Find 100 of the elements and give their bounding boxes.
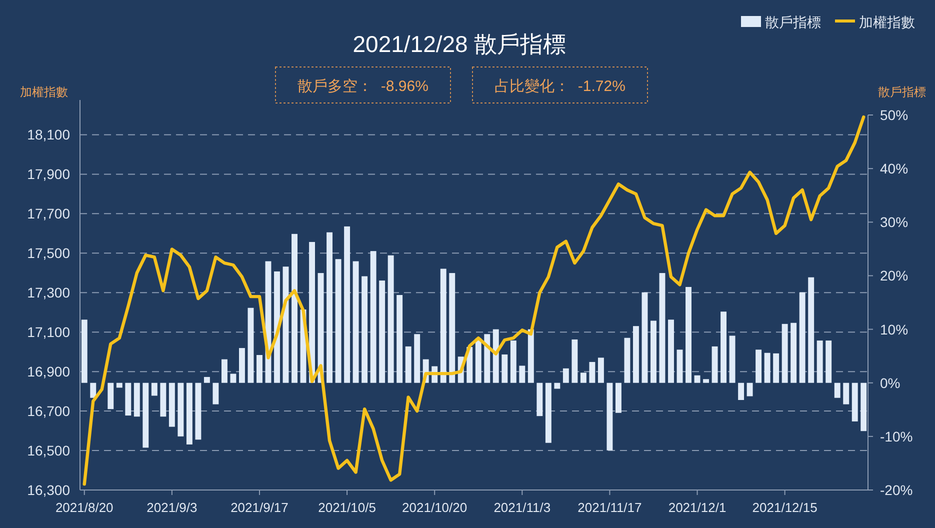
bar bbox=[738, 382, 744, 400]
x-tick-label: 2021/10/5 bbox=[318, 500, 376, 515]
bar bbox=[108, 382, 114, 410]
bar bbox=[668, 320, 674, 383]
bar bbox=[204, 376, 210, 383]
bar bbox=[212, 382, 219, 404]
bar bbox=[606, 382, 613, 450]
bar bbox=[362, 276, 368, 383]
bar bbox=[860, 382, 867, 432]
y2-tick-label: -20% bbox=[880, 482, 913, 498]
bar bbox=[676, 350, 683, 383]
bar bbox=[764, 352, 770, 383]
bar bbox=[756, 350, 762, 383]
legend-label: 散戶指標 bbox=[765, 14, 821, 30]
y-tick-label: 16,300 bbox=[27, 482, 70, 498]
bar bbox=[816, 340, 823, 383]
bar bbox=[186, 382, 192, 444]
bar bbox=[151, 382, 158, 396]
bar bbox=[852, 382, 858, 422]
y-tick-label: 17,700 bbox=[27, 206, 70, 222]
bar bbox=[352, 261, 359, 383]
bar bbox=[195, 382, 202, 440]
bar bbox=[484, 334, 490, 383]
bar bbox=[449, 273, 456, 383]
y2-tick-label: 30% bbox=[880, 214, 908, 230]
bar bbox=[528, 329, 534, 383]
bar bbox=[125, 382, 132, 416]
bar bbox=[572, 339, 578, 383]
y2-tick-label: -10% bbox=[880, 428, 913, 444]
bar bbox=[335, 259, 342, 383]
bar bbox=[650, 320, 656, 383]
y2-tick-label: 0% bbox=[880, 374, 900, 391]
y2-tick-label: 40% bbox=[880, 160, 908, 177]
bar bbox=[790, 322, 797, 383]
bar bbox=[256, 355, 262, 383]
y-tick-label: 17,500 bbox=[27, 245, 70, 262]
legend-label: 加權指數 bbox=[859, 14, 915, 30]
bar bbox=[686, 286, 692, 383]
bar bbox=[615, 382, 622, 413]
x-tick-label: 2021/9/3 bbox=[146, 500, 198, 515]
bar bbox=[440, 268, 446, 383]
bar bbox=[326, 232, 333, 383]
bar bbox=[712, 346, 718, 383]
text: 占比變化： -1.72% bbox=[494, 78, 626, 95]
bar bbox=[405, 346, 412, 383]
bar bbox=[589, 362, 596, 383]
y-axis-title: 加權指數 bbox=[20, 85, 68, 99]
y2-tick-label: 50% bbox=[880, 107, 908, 123]
bar bbox=[659, 273, 666, 383]
x-tick-label: 2021/9/17 bbox=[230, 500, 288, 515]
bar bbox=[414, 334, 420, 383]
y-tick-label: 16,500 bbox=[27, 442, 70, 459]
y-tick-label: 16,900 bbox=[27, 364, 70, 380]
bar bbox=[370, 251, 376, 383]
x-tick-label: 2021/10/20 bbox=[402, 500, 468, 515]
bar bbox=[475, 338, 482, 383]
bar bbox=[221, 359, 228, 383]
bar bbox=[379, 280, 386, 383]
bar bbox=[694, 375, 700, 383]
x-tick-label: 2021/12/1 bbox=[668, 500, 726, 515]
bar bbox=[598, 358, 604, 383]
y2-tick-label: 20% bbox=[880, 268, 908, 284]
bar bbox=[510, 340, 516, 383]
y2-tick-label: 10% bbox=[880, 321, 908, 338]
bar bbox=[160, 382, 166, 417]
bar bbox=[773, 353, 780, 383]
y-tick-label: 17,300 bbox=[27, 284, 70, 301]
bar bbox=[344, 226, 350, 383]
bar bbox=[580, 372, 586, 383]
y-tick-label: 16,700 bbox=[27, 403, 70, 420]
bar bbox=[502, 354, 508, 383]
bar bbox=[134, 382, 140, 417]
y-tick-label: 17,900 bbox=[27, 166, 70, 182]
bar bbox=[843, 382, 850, 404]
bar bbox=[799, 292, 806, 383]
bar bbox=[624, 338, 630, 383]
x-tick-label: 2021/8/20 bbox=[55, 500, 114, 515]
bar bbox=[492, 329, 499, 383]
bar bbox=[230, 374, 236, 383]
y-tick-label: 17,100 bbox=[27, 324, 70, 340]
bar bbox=[633, 326, 639, 383]
bar bbox=[90, 382, 96, 398]
bar bbox=[642, 292, 648, 383]
bar bbox=[826, 340, 832, 383]
bar bbox=[81, 320, 88, 383]
bar bbox=[562, 368, 569, 383]
bar bbox=[729, 336, 736, 383]
bar bbox=[142, 382, 149, 448]
bar bbox=[834, 382, 840, 398]
bar bbox=[808, 277, 814, 383]
x-tick-label: 2021/12/15 bbox=[752, 500, 818, 515]
y2-axis-title: 散戶指標 bbox=[878, 85, 926, 99]
bar bbox=[116, 382, 122, 388]
bar bbox=[519, 366, 526, 383]
bar bbox=[178, 382, 184, 436]
bar bbox=[746, 382, 753, 396]
bar bbox=[388, 255, 394, 383]
bar bbox=[782, 324, 788, 383]
x-tick-label: 2021/11/17 bbox=[578, 500, 642, 515]
text: 散戶多空： -8.96% bbox=[298, 78, 428, 95]
